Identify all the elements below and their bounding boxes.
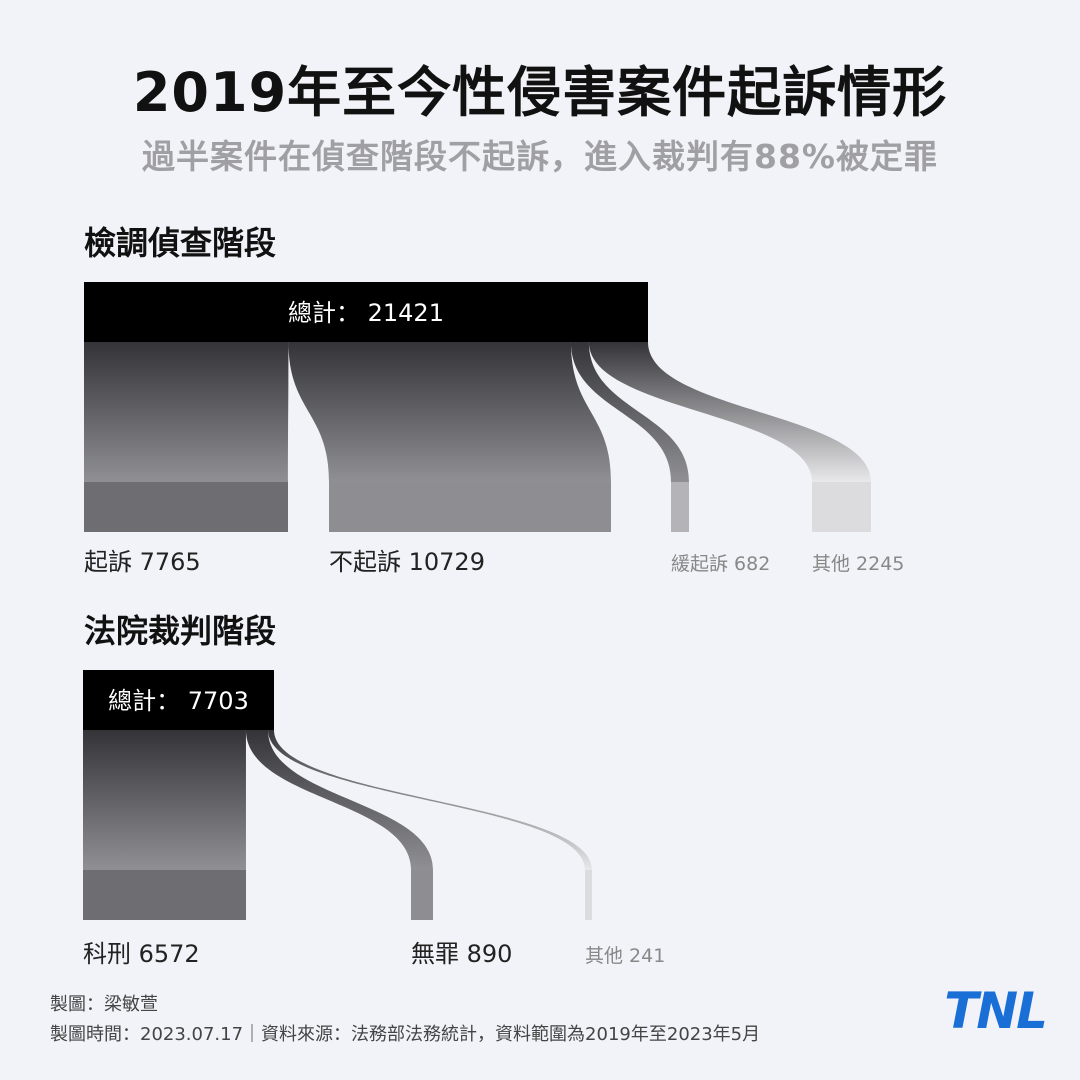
node-bar-0 bbox=[84, 482, 288, 532]
node-label-0: 起訴 7765 bbox=[84, 548, 201, 576]
flow-3 bbox=[588, 342, 871, 482]
node-bar-0 bbox=[83, 870, 246, 920]
flow-0 bbox=[84, 342, 289, 482]
flow-1 bbox=[288, 342, 611, 482]
node-label-2: 其他 241 bbox=[585, 945, 665, 967]
section-title-investigation: 檢調偵查階段 bbox=[84, 224, 277, 262]
total-bar bbox=[84, 282, 648, 342]
node-label-0: 科刑 6572 bbox=[83, 940, 200, 968]
tnl-logo: TNL bbox=[944, 982, 1048, 1040]
node-bar-2 bbox=[671, 482, 689, 532]
chart-title: 2019年至今性侵害案件起訴情形 bbox=[132, 61, 948, 124]
credit-author: 製圖：梁敏萱 bbox=[50, 994, 158, 1015]
node-bar-3 bbox=[812, 482, 871, 532]
flow-1 bbox=[245, 730, 433, 870]
node-bar-1 bbox=[411, 870, 433, 920]
credit-source: 製圖時間：2023.07.17｜資料來源：法務部法務統計，資料範圍為2019年至… bbox=[50, 1024, 761, 1045]
node-bar-1 bbox=[329, 482, 611, 532]
node-label-3: 其他 2245 bbox=[812, 553, 904, 575]
total-label: 總計： 21421 bbox=[288, 299, 444, 327]
flow-2 bbox=[268, 730, 592, 870]
chart-subtitle: 過半案件在偵查階段不起訴，進入裁判有88%被定罪 bbox=[142, 137, 938, 176]
node-label-2: 緩起訴 682 bbox=[671, 553, 770, 575]
node-label-1: 不起訴 10729 bbox=[329, 548, 485, 576]
section-title-trial: 法院裁判階段 bbox=[84, 612, 277, 650]
node-bar-2 bbox=[585, 870, 592, 920]
total-bar bbox=[83, 670, 274, 730]
flow-0 bbox=[83, 730, 246, 870]
flow-2 bbox=[570, 342, 689, 482]
node-label-1: 無罪 890 bbox=[411, 940, 512, 968]
total-label: 總計： 7703 bbox=[108, 687, 249, 715]
